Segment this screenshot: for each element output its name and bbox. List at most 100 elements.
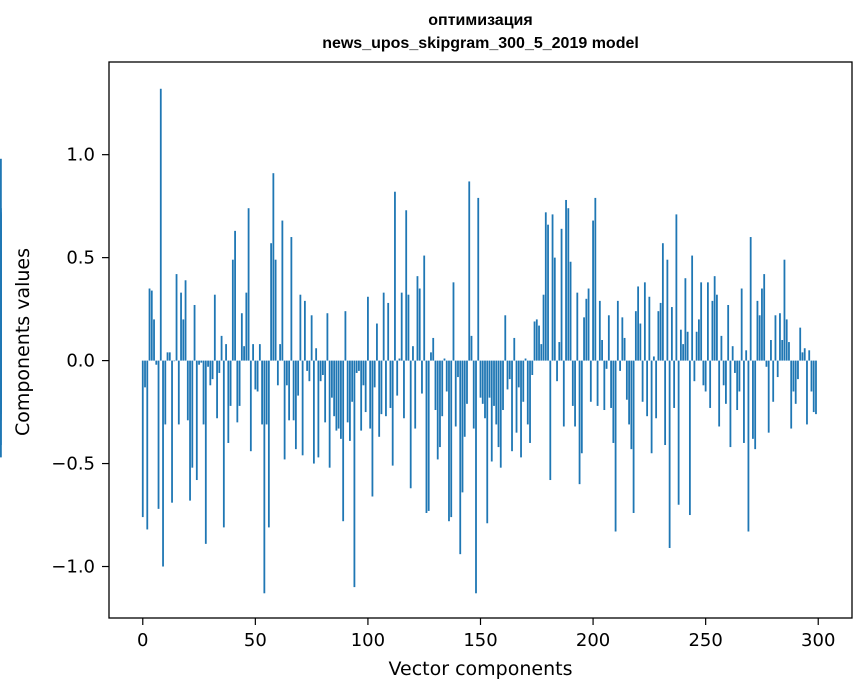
bar-92 <box>349 360 351 441</box>
bar-53 <box>261 360 263 425</box>
bar-126 <box>425 360 428 513</box>
bar-108 <box>385 360 387 417</box>
bar-287 <box>788 342 790 361</box>
x-tick-label: 250 <box>688 630 722 651</box>
bar-60 <box>276 360 279 386</box>
bar-64 <box>285 360 288 386</box>
bar-226 <box>650 360 653 454</box>
bar-282 <box>776 360 779 378</box>
bar-29 <box>207 360 209 367</box>
bar-171 <box>526 360 529 425</box>
bar-116 <box>403 360 405 419</box>
bar-35 <box>220 335 223 361</box>
bar-203 <box>598 300 601 361</box>
bar-224 <box>646 360 649 417</box>
bar-237 <box>675 214 678 361</box>
bar-5 <box>153 319 155 361</box>
bar-240 <box>682 344 685 361</box>
bar-10 <box>164 360 167 425</box>
x-tick-label: 50 <box>244 630 267 651</box>
bar-274 <box>758 315 761 361</box>
bar-134 <box>443 358 446 361</box>
bar-48 <box>249 360 252 452</box>
bar-56 <box>267 360 270 528</box>
bar-32 <box>213 294 216 361</box>
bar-155 <box>490 360 493 462</box>
bar-73 <box>306 360 309 371</box>
bar-266 <box>740 288 743 361</box>
bar-295 <box>806 360 808 425</box>
bar-102 <box>371 360 374 497</box>
bar-145 <box>468 181 471 361</box>
bar-157 <box>495 360 498 425</box>
bar-175 <box>535 319 538 361</box>
bar-89 <box>342 360 345 522</box>
bar-19 <box>184 280 187 361</box>
bar-71 <box>301 360 304 456</box>
bar-168 <box>520 360 522 458</box>
bar-190 <box>569 261 572 361</box>
bar-26 <box>200 360 203 363</box>
bar-106 <box>380 360 383 415</box>
bar-192 <box>574 360 576 427</box>
bar-215 <box>625 360 628 400</box>
bar-107 <box>382 292 385 361</box>
bar-24 <box>195 360 198 481</box>
bar-220 <box>637 286 640 361</box>
bar-284 <box>781 340 784 361</box>
bar-39 <box>229 360 232 406</box>
bar-94 <box>353 360 356 588</box>
bar-125 <box>423 255 426 361</box>
bar-180 <box>547 224 549 361</box>
bar-298 <box>812 360 815 413</box>
bar-51 <box>256 360 259 392</box>
bar-244 <box>691 255 694 361</box>
bar-86 <box>335 360 338 431</box>
bar-21 <box>189 360 191 501</box>
bar-141 <box>459 360 462 555</box>
bar-98 <box>362 360 365 386</box>
bar-193 <box>576 292 579 361</box>
bar-297 <box>810 360 813 392</box>
bar-37 <box>225 344 227 361</box>
bar-133 <box>441 360 444 417</box>
bar-246 <box>695 331 698 361</box>
bar-154 <box>488 360 491 398</box>
bar-169 <box>522 360 525 402</box>
bar-173 <box>531 360 534 375</box>
bar-152 <box>484 360 486 419</box>
bar-229 <box>657 311 660 361</box>
bar-1 <box>144 360 146 388</box>
bar-199 <box>589 360 592 402</box>
bar-159 <box>499 360 502 468</box>
bar-110 <box>389 360 392 408</box>
bar-213 <box>621 317 624 361</box>
bar-261 <box>729 360 732 448</box>
bar-57 <box>270 243 273 361</box>
bar-164 <box>511 360 513 452</box>
bar-294 <box>803 348 806 361</box>
bar-231 <box>661 243 664 361</box>
bar-204 <box>601 340 603 361</box>
bar-150 <box>479 360 482 398</box>
bar-112 <box>394 191 396 361</box>
bar-95 <box>355 360 358 373</box>
bar-234 <box>668 360 671 548</box>
bar-208 <box>610 360 612 408</box>
bar-97 <box>360 360 363 431</box>
bar-22 <box>191 360 194 468</box>
bar-227 <box>652 356 655 361</box>
bar-265 <box>738 360 741 392</box>
bar-72 <box>303 300 306 361</box>
bar-196 <box>583 317 585 361</box>
bar-188 <box>565 199 567 361</box>
y-tick-label: −1.0 <box>51 557 95 578</box>
bar-253 <box>711 300 714 361</box>
bar-283 <box>779 313 781 361</box>
bar-202 <box>596 360 599 406</box>
x-tick-label: 300 <box>801 630 835 651</box>
bar-299 <box>815 360 817 415</box>
bar-230 <box>659 302 662 361</box>
bar-61 <box>279 344 282 361</box>
bar-216 <box>628 360 630 425</box>
